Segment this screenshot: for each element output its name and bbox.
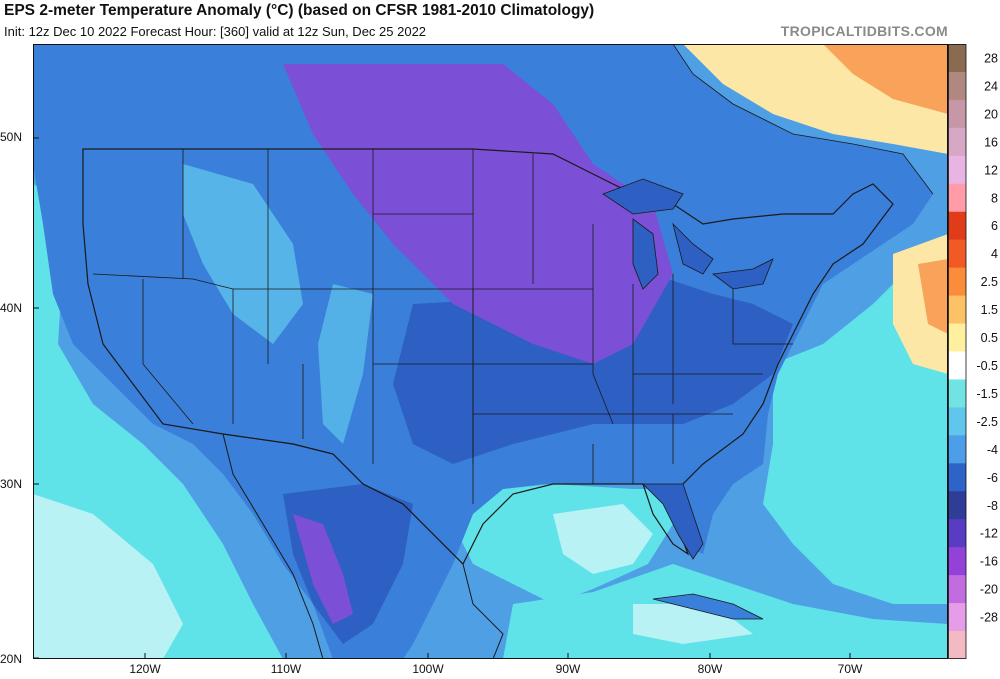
- map-title: EPS 2-meter Temperature Anomaly (°C) (ba…: [4, 2, 595, 19]
- colorbar-swatch: [948, 575, 966, 604]
- colorbar-tick-label: -12: [980, 527, 998, 541]
- colorbar-swatch: [948, 183, 966, 213]
- colorbar-swatch: [948, 463, 966, 492]
- colorbar-tick-label: 6: [991, 219, 998, 233]
- colorbar-tick-label: -28: [980, 611, 998, 625]
- colorbar-swatch: [948, 407, 966, 436]
- lon-label-80w: 80W: [697, 662, 723, 676]
- colorbar-tick-label: -8: [987, 499, 998, 513]
- canada-coastline: [672, 44, 934, 195]
- great-lakes: [602, 178, 774, 290]
- colorbar-swatch: [948, 267, 966, 297]
- brand-watermark: TROPICALTIDBITS.COM: [780, 23, 948, 39]
- warm-anomaly-core-canada: [823, 44, 948, 114]
- colorbar-tick-label: 12: [984, 163, 998, 177]
- colorbar-swatch: [948, 127, 966, 157]
- state-boundaries: [92, 149, 793, 504]
- map-frame: [33, 44, 948, 659]
- lon-label-120w: 120W: [129, 662, 161, 676]
- colorbar-legend: 28 24 20 16 12 8 6 4 2.5 1.5 0.5 -0.5 -1.5 -2.5 -4 -6 -8…: [948, 44, 1000, 660]
- colorbar-tick-label: 0.5: [981, 331, 998, 345]
- colorbar-swatch: [948, 351, 966, 380]
- colorbar-swatch: [948, 603, 966, 632]
- colorbar-tick-label: 2.5: [981, 275, 998, 289]
- colorbar-tick-label: -2.5: [976, 415, 998, 429]
- colorbar-tick-label: 20: [984, 107, 998, 121]
- lat-label-30n: 30N: [0, 477, 23, 491]
- colorbar-swatch: [948, 44, 966, 73]
- colorbar-swatch: [948, 519, 966, 548]
- colorbar-frame: [948, 44, 967, 659]
- colorbar-swatch: [948, 631, 966, 660]
- lon-label-100w: 100W: [412, 662, 444, 676]
- pale-ocean-patch-gulf: [553, 504, 653, 574]
- temperature-anomaly-map: [33, 44, 948, 659]
- colorbar-swatch: [948, 155, 966, 185]
- colorbar-tick-label: 8: [991, 191, 998, 205]
- light-blue-west-patch: [183, 164, 303, 344]
- light-blue-rockies-patch: [318, 284, 373, 444]
- lat-label-40n: 40N: [0, 301, 23, 315]
- colorbar-swatch: [948, 379, 966, 408]
- mexico-outline: [222, 433, 504, 659]
- lon-label-90w: 90W: [555, 662, 581, 676]
- colorbar-swatch: [948, 239, 966, 269]
- warm-anomaly-atlantic-core: [918, 259, 948, 334]
- lat-label-50n: 50N: [0, 130, 23, 144]
- colorbar-swatch: [948, 71, 966, 101]
- colorbar-swatch: [948, 99, 966, 129]
- colorbar-swatch: [948, 547, 966, 576]
- colorbar-tick-label: -1.5: [976, 387, 998, 401]
- map-canvas: [33, 44, 948, 659]
- colorbar-tick-label: 1.5: [981, 303, 998, 317]
- lon-label-110w: 110W: [270, 662, 302, 676]
- colorbar-swatch: [948, 491, 966, 520]
- colorbar-tick-label: 4: [991, 247, 998, 261]
- colorbar-tick-label: -20: [980, 583, 998, 597]
- colorbar-tick-label: -4: [987, 443, 998, 457]
- colorbar-tick-label: 16: [984, 135, 998, 149]
- colorbar-swatch: [948, 435, 966, 464]
- pale-pacific-patch: [33, 494, 183, 659]
- colorbar-tick-label: 24: [984, 79, 998, 93]
- forecast-info: Init: 12z Dec 10 2022 Forecast Hour: [36…: [4, 24, 427, 39]
- colorbar-tick-label: -6: [987, 471, 998, 485]
- purple-mexico-patch: [293, 514, 353, 624]
- colorbar-swatch: [948, 211, 966, 241]
- florida: [642, 483, 704, 560]
- lon-label-70w: 70W: [837, 662, 863, 676]
- lat-label-20n: 20N: [0, 652, 23, 666]
- colorbar-tick-label: -16: [980, 555, 998, 569]
- colorbar-tick-label: -0.5: [976, 359, 998, 373]
- colorbar-swatch: [948, 323, 966, 352]
- colorbar-tick-label: 28: [984, 51, 998, 65]
- colorbar-canvas: 28 24 20 16 12 8 6 4 2.5 1.5 0.5 -0.5 -1.5 -2.5 -4 -6 -8…: [948, 44, 998, 660]
- cuba: [652, 593, 764, 620]
- colorbar-swatch: [948, 295, 966, 325]
